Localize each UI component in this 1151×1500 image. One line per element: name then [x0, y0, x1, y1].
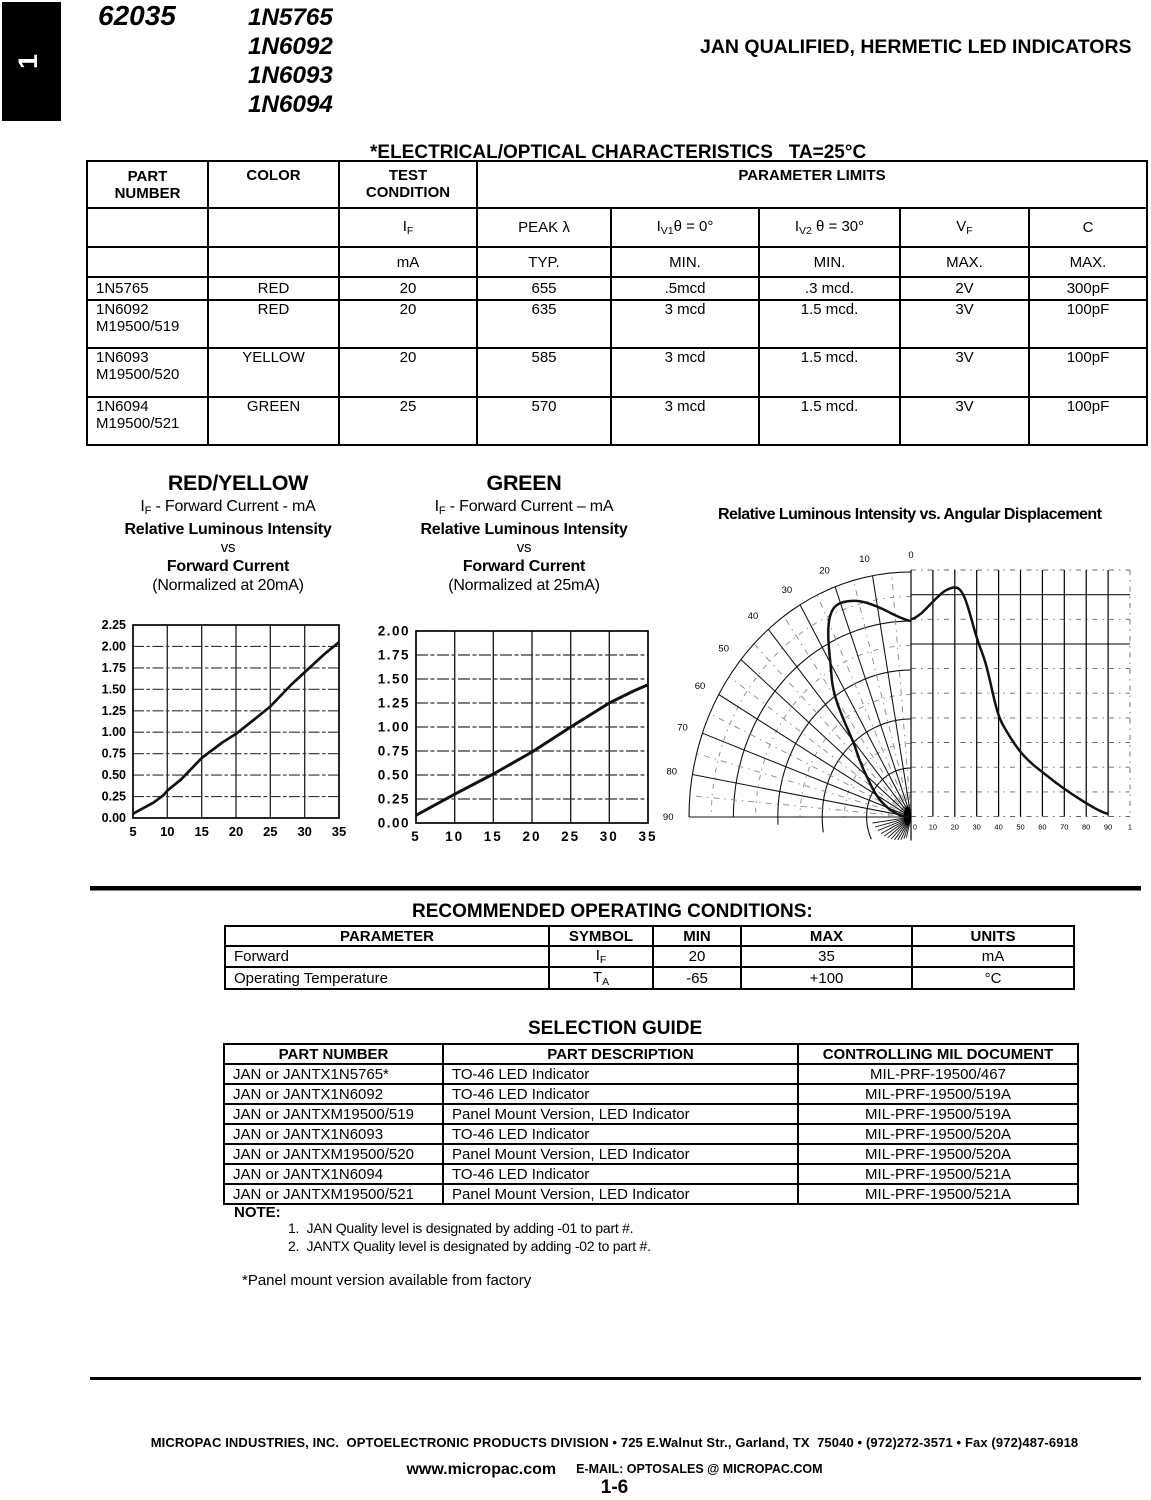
svg-text:5: 5 [129, 824, 136, 839]
svg-text:10: 10 [859, 554, 870, 565]
svg-text:1.25: 1.25 [102, 704, 126, 718]
svg-text:0.50: 0.50 [378, 768, 410, 783]
svg-text:90: 90 [1104, 823, 1112, 832]
svg-text:60: 60 [1038, 823, 1046, 832]
svg-text:10: 10 [929, 823, 937, 832]
svg-text:35: 35 [332, 824, 346, 839]
svg-text:30: 30 [782, 585, 793, 596]
svg-text:70: 70 [677, 722, 688, 733]
svg-text:60: 60 [695, 681, 706, 692]
svg-text:1.25: 1.25 [378, 696, 410, 711]
svg-text:0.25: 0.25 [378, 792, 410, 807]
svg-text:20: 20 [951, 823, 959, 832]
svg-text:1: 1 [1128, 823, 1132, 832]
svg-text:2.25: 2.25 [102, 618, 126, 632]
svg-text:0.75: 0.75 [102, 747, 126, 761]
svg-text:20: 20 [229, 824, 243, 839]
svg-text:15: 15 [194, 824, 208, 839]
svg-text:1.50: 1.50 [378, 672, 410, 687]
svg-text:30: 30 [297, 824, 311, 839]
svg-text:1.00: 1.00 [102, 725, 126, 739]
svg-text:70: 70 [1060, 823, 1068, 832]
svg-text:0.00: 0.00 [378, 816, 410, 831]
svg-text:50: 50 [718, 644, 729, 655]
svg-text:40: 40 [748, 611, 759, 622]
svg-text:10: 10 [445, 829, 464, 844]
svg-text:1.75: 1.75 [378, 648, 410, 663]
svg-text:10: 10 [160, 824, 174, 839]
svg-text:25: 25 [263, 824, 277, 839]
svg-text:40: 40 [994, 823, 1002, 832]
svg-text:5: 5 [411, 829, 421, 844]
svg-text:0: 0 [913, 823, 917, 832]
svg-text:50: 50 [1016, 823, 1024, 832]
svg-text:1.75: 1.75 [102, 661, 126, 675]
svg-text:80: 80 [667, 767, 678, 778]
svg-text:0.75: 0.75 [378, 744, 410, 759]
svg-text:30: 30 [600, 829, 619, 844]
svg-text:2.00: 2.00 [102, 639, 126, 653]
svg-text:0.50: 0.50 [102, 768, 126, 782]
svg-text:80: 80 [1082, 823, 1090, 832]
svg-text:15: 15 [484, 829, 503, 844]
svg-text:20: 20 [819, 566, 830, 577]
svg-text:1.00: 1.00 [378, 720, 410, 735]
svg-text:0: 0 [908, 550, 913, 561]
svg-text:20: 20 [522, 829, 541, 844]
svg-text:25: 25 [561, 829, 580, 844]
svg-text:30: 30 [973, 823, 981, 832]
svg-text:0.00: 0.00 [102, 811, 126, 825]
svg-text:35: 35 [638, 829, 657, 844]
svg-text:0.25: 0.25 [102, 790, 126, 804]
svg-text:1.50: 1.50 [102, 682, 126, 696]
svg-text:90: 90 [663, 812, 674, 823]
svg-text:2.00: 2.00 [378, 624, 410, 639]
